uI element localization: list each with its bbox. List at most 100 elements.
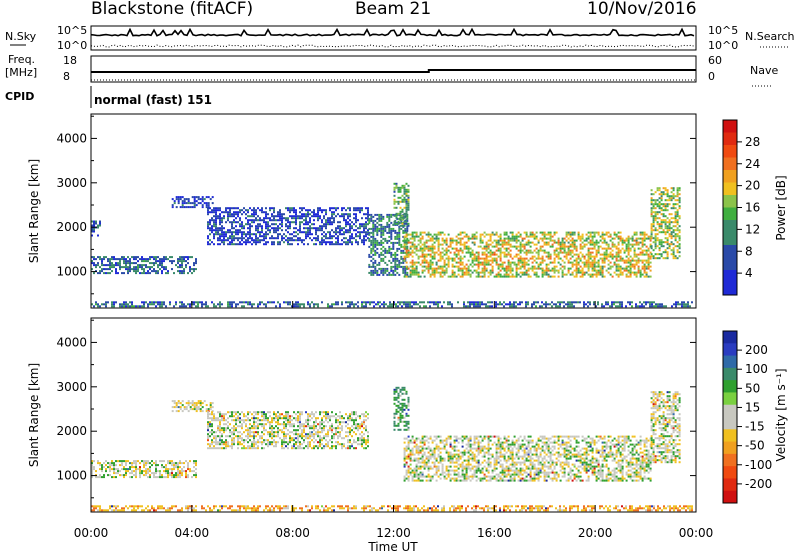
echo-cell	[417, 507, 419, 510]
echo-cell	[173, 406, 176, 409]
echo-cell	[643, 243, 646, 246]
echo-cell	[457, 251, 460, 254]
echo-cell	[503, 241, 506, 244]
echo-cell	[569, 253, 572, 256]
echo-cell	[475, 259, 478, 262]
echo-cell	[219, 229, 221, 232]
echo-cell	[397, 188, 400, 191]
echo-cell	[423, 301, 425, 304]
echo-cell	[676, 245, 679, 248]
echo-cell	[469, 247, 472, 250]
echo-cell	[567, 259, 570, 262]
echo-cell	[397, 301, 399, 304]
echo-cell	[374, 267, 377, 270]
echo-cell	[575, 269, 578, 272]
echo-cell	[505, 273, 508, 276]
echo-cell	[235, 217, 237, 220]
echo-cell	[243, 241, 245, 244]
echo-cell	[515, 235, 518, 238]
echo-cell	[563, 255, 566, 258]
echo-cell	[169, 256, 171, 259]
echo-cell	[343, 507, 345, 510]
echo-cell	[279, 209, 281, 212]
echo-cell	[407, 509, 409, 512]
echo-cell	[425, 509, 427, 512]
echo-cell	[437, 247, 440, 250]
echo-cell	[664, 193, 667, 196]
echo-cell	[127, 262, 129, 265]
echo-cell	[357, 231, 359, 234]
echo-cell	[661, 303, 663, 306]
echo-cell	[259, 301, 261, 304]
echo-cell	[595, 265, 598, 268]
echo-cell	[499, 235, 502, 238]
echo-cell	[317, 303, 319, 306]
echo-cell	[517, 231, 520, 234]
echo-cell	[417, 303, 419, 306]
echo-cell	[653, 305, 655, 308]
echo-cell	[487, 271, 490, 274]
echo-cell	[652, 193, 655, 196]
echo-cell	[273, 227, 275, 230]
echo-cell	[193, 470, 195, 473]
echo-cell	[349, 229, 351, 232]
echo-cell	[255, 217, 257, 220]
echo-cell	[255, 211, 257, 214]
echo-cell	[351, 243, 353, 246]
echo-cell	[283, 233, 285, 236]
echo-cell	[333, 231, 335, 234]
echo-cell	[93, 468, 95, 471]
echo-cell	[573, 253, 576, 256]
echo-cell	[217, 419, 219, 422]
echo-cell	[425, 239, 428, 242]
echo-cell	[555, 231, 558, 234]
echo-cell	[545, 233, 548, 236]
echo-cell	[193, 200, 196, 203]
echo-cell	[479, 235, 482, 238]
echo-cell	[233, 227, 235, 230]
echo-cell	[255, 219, 257, 222]
echo-cell	[585, 265, 588, 268]
echo-cell	[279, 505, 281, 508]
echo-cell	[209, 507, 211, 510]
echo-cell	[525, 241, 528, 244]
echo-cell	[605, 253, 608, 256]
echo-cell	[407, 204, 410, 207]
echo-cell	[617, 235, 620, 238]
echo-cell	[303, 215, 305, 218]
echo-cell	[323, 215, 325, 218]
echo-cell	[380, 253, 383, 256]
echo-cell	[197, 406, 200, 409]
echo-cell	[398, 241, 401, 244]
echo-cell	[125, 262, 127, 265]
echo-cell	[629, 275, 632, 278]
echo-cell	[207, 223, 209, 226]
echo-cell	[133, 507, 135, 510]
echo-cell	[341, 239, 343, 242]
echo-cell	[157, 301, 159, 304]
echo-cell	[489, 255, 492, 258]
echo-cell	[378, 227, 381, 230]
echo-cell	[271, 509, 273, 512]
echo-cell	[261, 301, 263, 304]
echo-cell	[177, 509, 179, 512]
echo-cell	[404, 273, 407, 276]
echo-cell	[521, 265, 524, 268]
echo-cell	[587, 261, 590, 264]
echo-cell	[97, 460, 99, 463]
echo-cell	[609, 265, 612, 268]
echo-cell	[119, 303, 121, 306]
echo-cell	[139, 264, 141, 267]
echo-cell	[135, 268, 137, 271]
echo-cell	[119, 470, 121, 473]
echo-cell	[221, 239, 223, 242]
echo-cell	[601, 275, 604, 278]
echo-cell	[295, 211, 297, 214]
echo-cell	[231, 213, 233, 216]
echo-cell	[333, 243, 335, 246]
echo-cell	[611, 265, 614, 268]
echo-cell	[617, 253, 620, 256]
echo-cell	[569, 243, 572, 246]
echo-cell	[231, 237, 233, 240]
echo-cell	[637, 259, 640, 262]
